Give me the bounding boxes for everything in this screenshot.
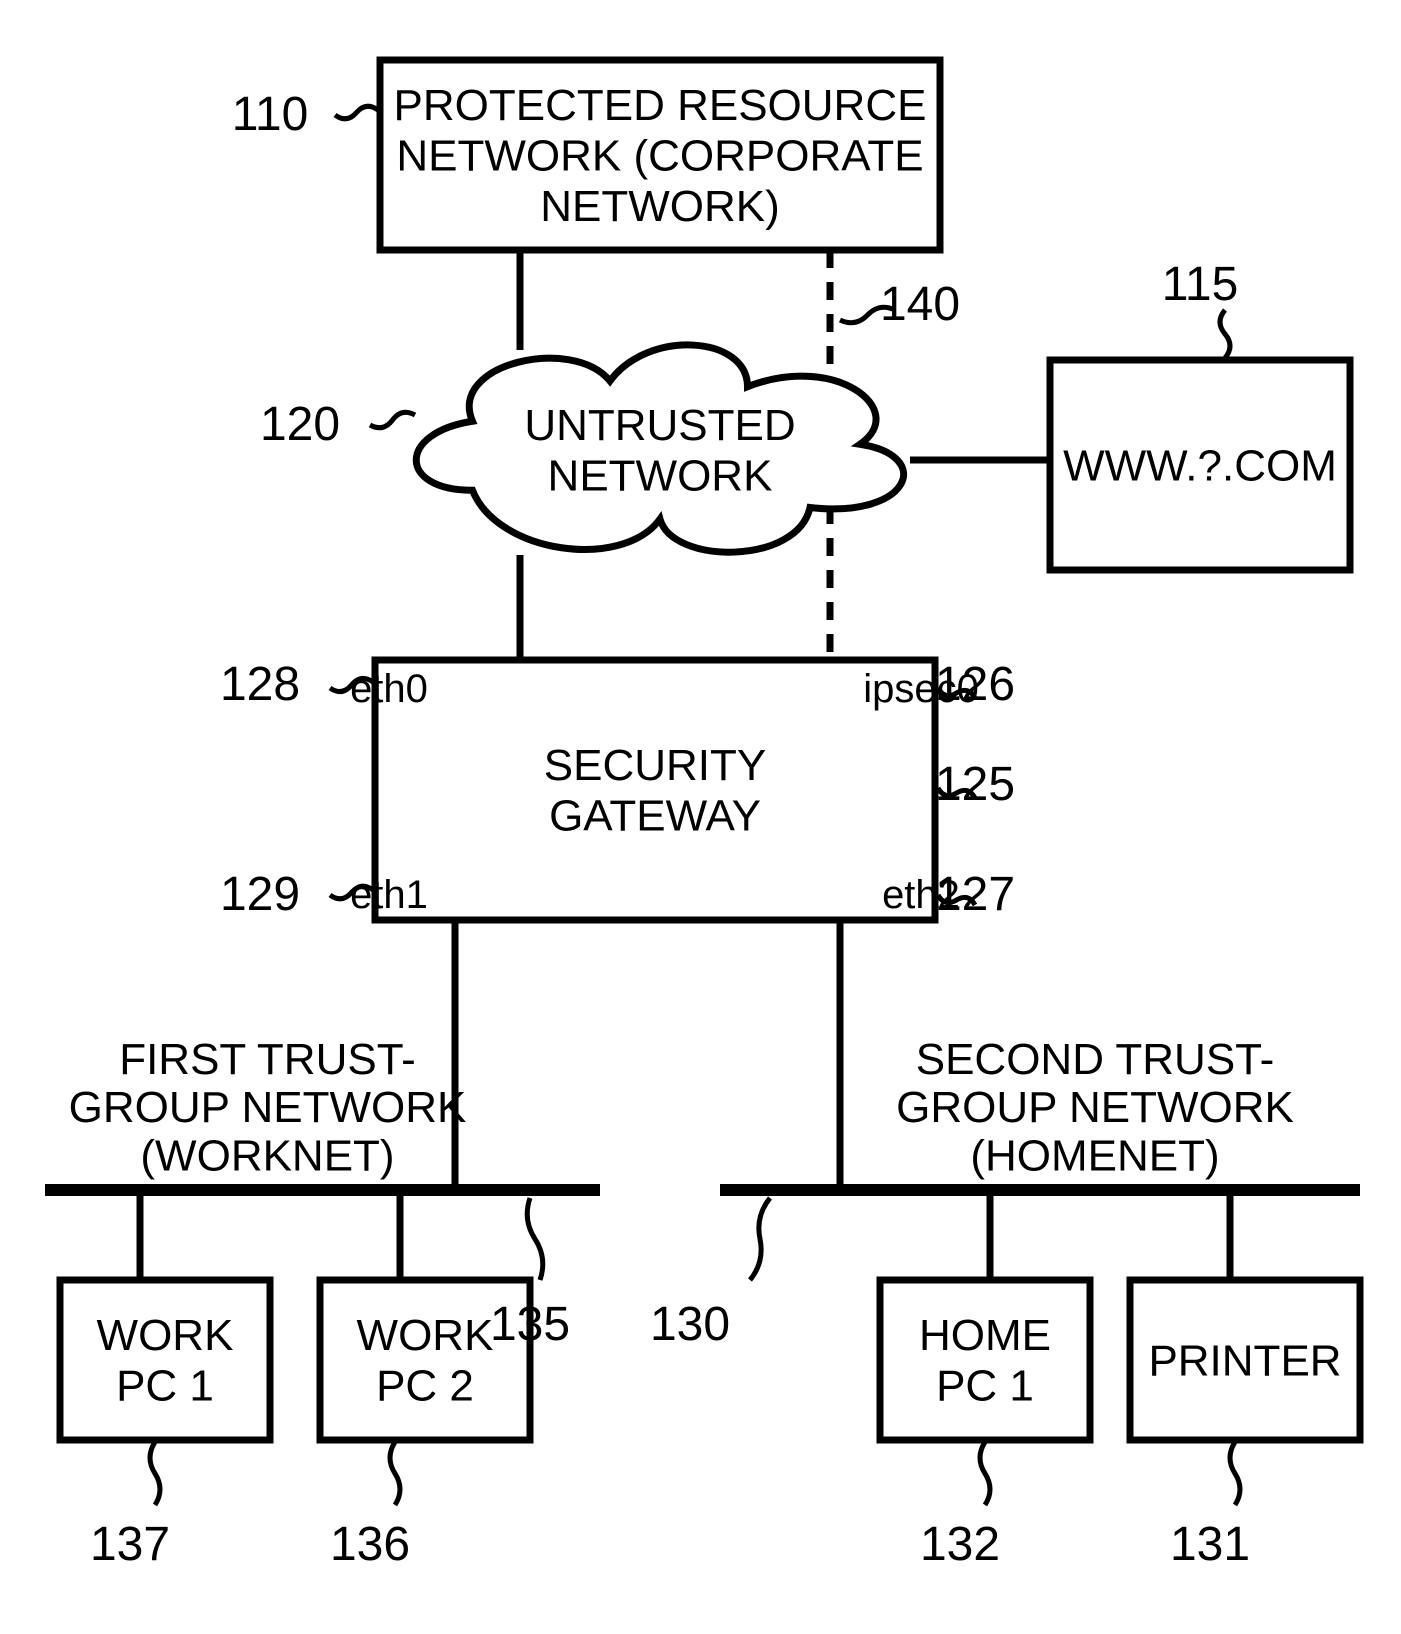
ref-110: 110 xyxy=(232,88,309,141)
svg-text:FIRST TRUST-: FIRST TRUST- xyxy=(119,1035,416,1084)
ref-127: 127 xyxy=(935,868,1015,921)
svg-text:(WORKNET): (WORKNET) xyxy=(140,1132,394,1181)
svg-text:PC 1: PC 1 xyxy=(936,1362,1034,1411)
svg-text:PC 1: PC 1 xyxy=(116,1362,214,1411)
svg-text:NETWORK (CORPORATE: NETWORK (CORPORATE xyxy=(396,131,923,180)
node-home_pc_1: HOMEPC 1 xyxy=(880,1280,1090,1440)
port-eth1: eth1 xyxy=(350,873,428,917)
svg-text:SECOND TRUST-: SECOND TRUST- xyxy=(916,1035,1275,1084)
network-diagram: PROTECTED RESOURCENETWORK (CORPORATENETW… xyxy=(0,0,1401,1634)
svg-text:GATEWAY: GATEWAY xyxy=(549,792,761,841)
ref-131: 131 xyxy=(1170,1518,1250,1571)
ref-128: 128 xyxy=(220,658,300,711)
ref-130: 130 xyxy=(650,1298,730,1351)
ref-126: 126 xyxy=(935,658,1015,711)
svg-text:PRINTER: PRINTER xyxy=(1148,1336,1341,1385)
svg-text:(HOMENET): (HOMENET) xyxy=(970,1132,1219,1181)
svg-text:PROTECTED RESOURCE: PROTECTED RESOURCE xyxy=(394,81,927,130)
svg-text:SECURITY: SECURITY xyxy=(544,741,766,790)
ref-115: 115 xyxy=(1162,258,1239,311)
node-work_pc_1: WORKPC 1 xyxy=(60,1280,270,1440)
svg-text:NETWORK): NETWORK) xyxy=(540,182,780,231)
ref-129: 129 xyxy=(220,868,300,921)
svg-text:NETWORK: NETWORK xyxy=(548,452,773,501)
ref-135: 135 xyxy=(490,1298,570,1351)
port-eth0: eth0 xyxy=(350,667,428,711)
node-www_server: WWW.?.COM xyxy=(1050,360,1350,570)
svg-text:PC 2: PC 2 xyxy=(376,1362,474,1411)
svg-text:GROUP NETWORK: GROUP NETWORK xyxy=(896,1083,1294,1132)
node-security_gateway: SECURITYGATEWAYeth0ipsec0eth1eth2 xyxy=(350,660,979,920)
ref-132: 132 xyxy=(920,1518,1000,1571)
svg-text:WWW.?.COM: WWW.?.COM xyxy=(1063,441,1337,490)
ref-120: 120 xyxy=(260,398,340,451)
svg-text:GROUP NETWORK: GROUP NETWORK xyxy=(69,1083,467,1132)
ref-125: 125 xyxy=(935,758,1015,811)
svg-text:WORK: WORK xyxy=(97,1311,234,1360)
svg-text:WORK: WORK xyxy=(357,1311,494,1360)
node-protected_network: PROTECTED RESOURCENETWORK (CORPORATENETW… xyxy=(380,60,940,250)
ref-140: 140 xyxy=(880,278,960,331)
svg-text:UNTRUSTED: UNTRUSTED xyxy=(524,401,795,450)
node-printer: PRINTER xyxy=(1130,1280,1360,1440)
ref-137: 137 xyxy=(90,1518,170,1571)
ref-136: 136 xyxy=(330,1518,410,1571)
svg-text:HOME: HOME xyxy=(919,1311,1051,1360)
